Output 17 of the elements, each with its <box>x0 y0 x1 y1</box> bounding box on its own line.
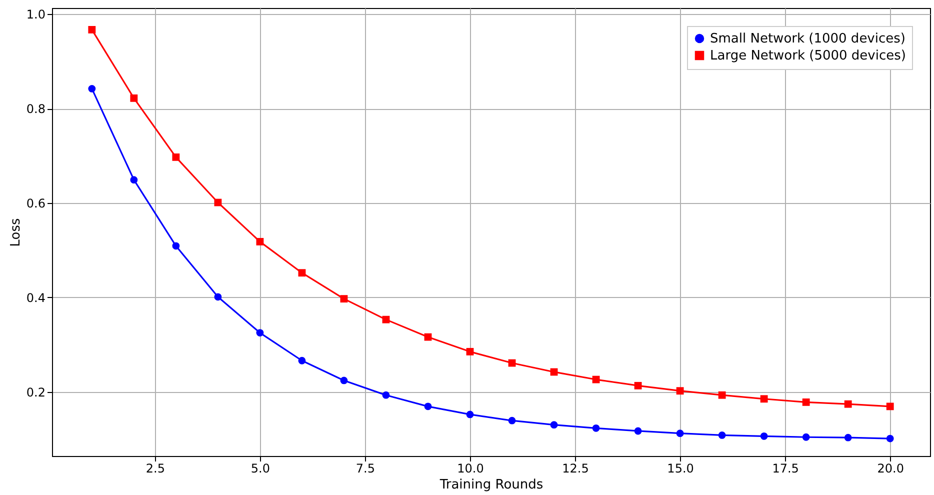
x-tick-label: 12.5 <box>562 462 589 476</box>
legend-label: Large Network (5000 devices) <box>710 48 906 64</box>
y-tick-label: 0.6 <box>26 196 46 210</box>
y-tick-label: 1.0 <box>26 8 46 22</box>
y-axis-title: Loss <box>8 218 24 247</box>
x-tick-label: 5.0 <box>250 462 270 476</box>
x-tick-label: 2.5 <box>146 462 165 476</box>
y-tick-label: 0.8 <box>26 102 46 116</box>
x-tick-label: 7.5 <box>356 462 376 476</box>
x-tick-label: 20.0 <box>877 462 904 476</box>
y-tick-label: 0.2 <box>26 385 46 400</box>
x-tick-label: 15.0 <box>667 462 694 476</box>
x-tick-label: 10.0 <box>457 462 484 476</box>
legend-label: Small Network (1000 devices) <box>710 32 906 46</box>
x-tick-label: 17.5 <box>772 462 799 476</box>
x-axis-title: Training Rounds <box>438 478 544 492</box>
y-tick-label: 0.4 <box>26 290 46 305</box>
